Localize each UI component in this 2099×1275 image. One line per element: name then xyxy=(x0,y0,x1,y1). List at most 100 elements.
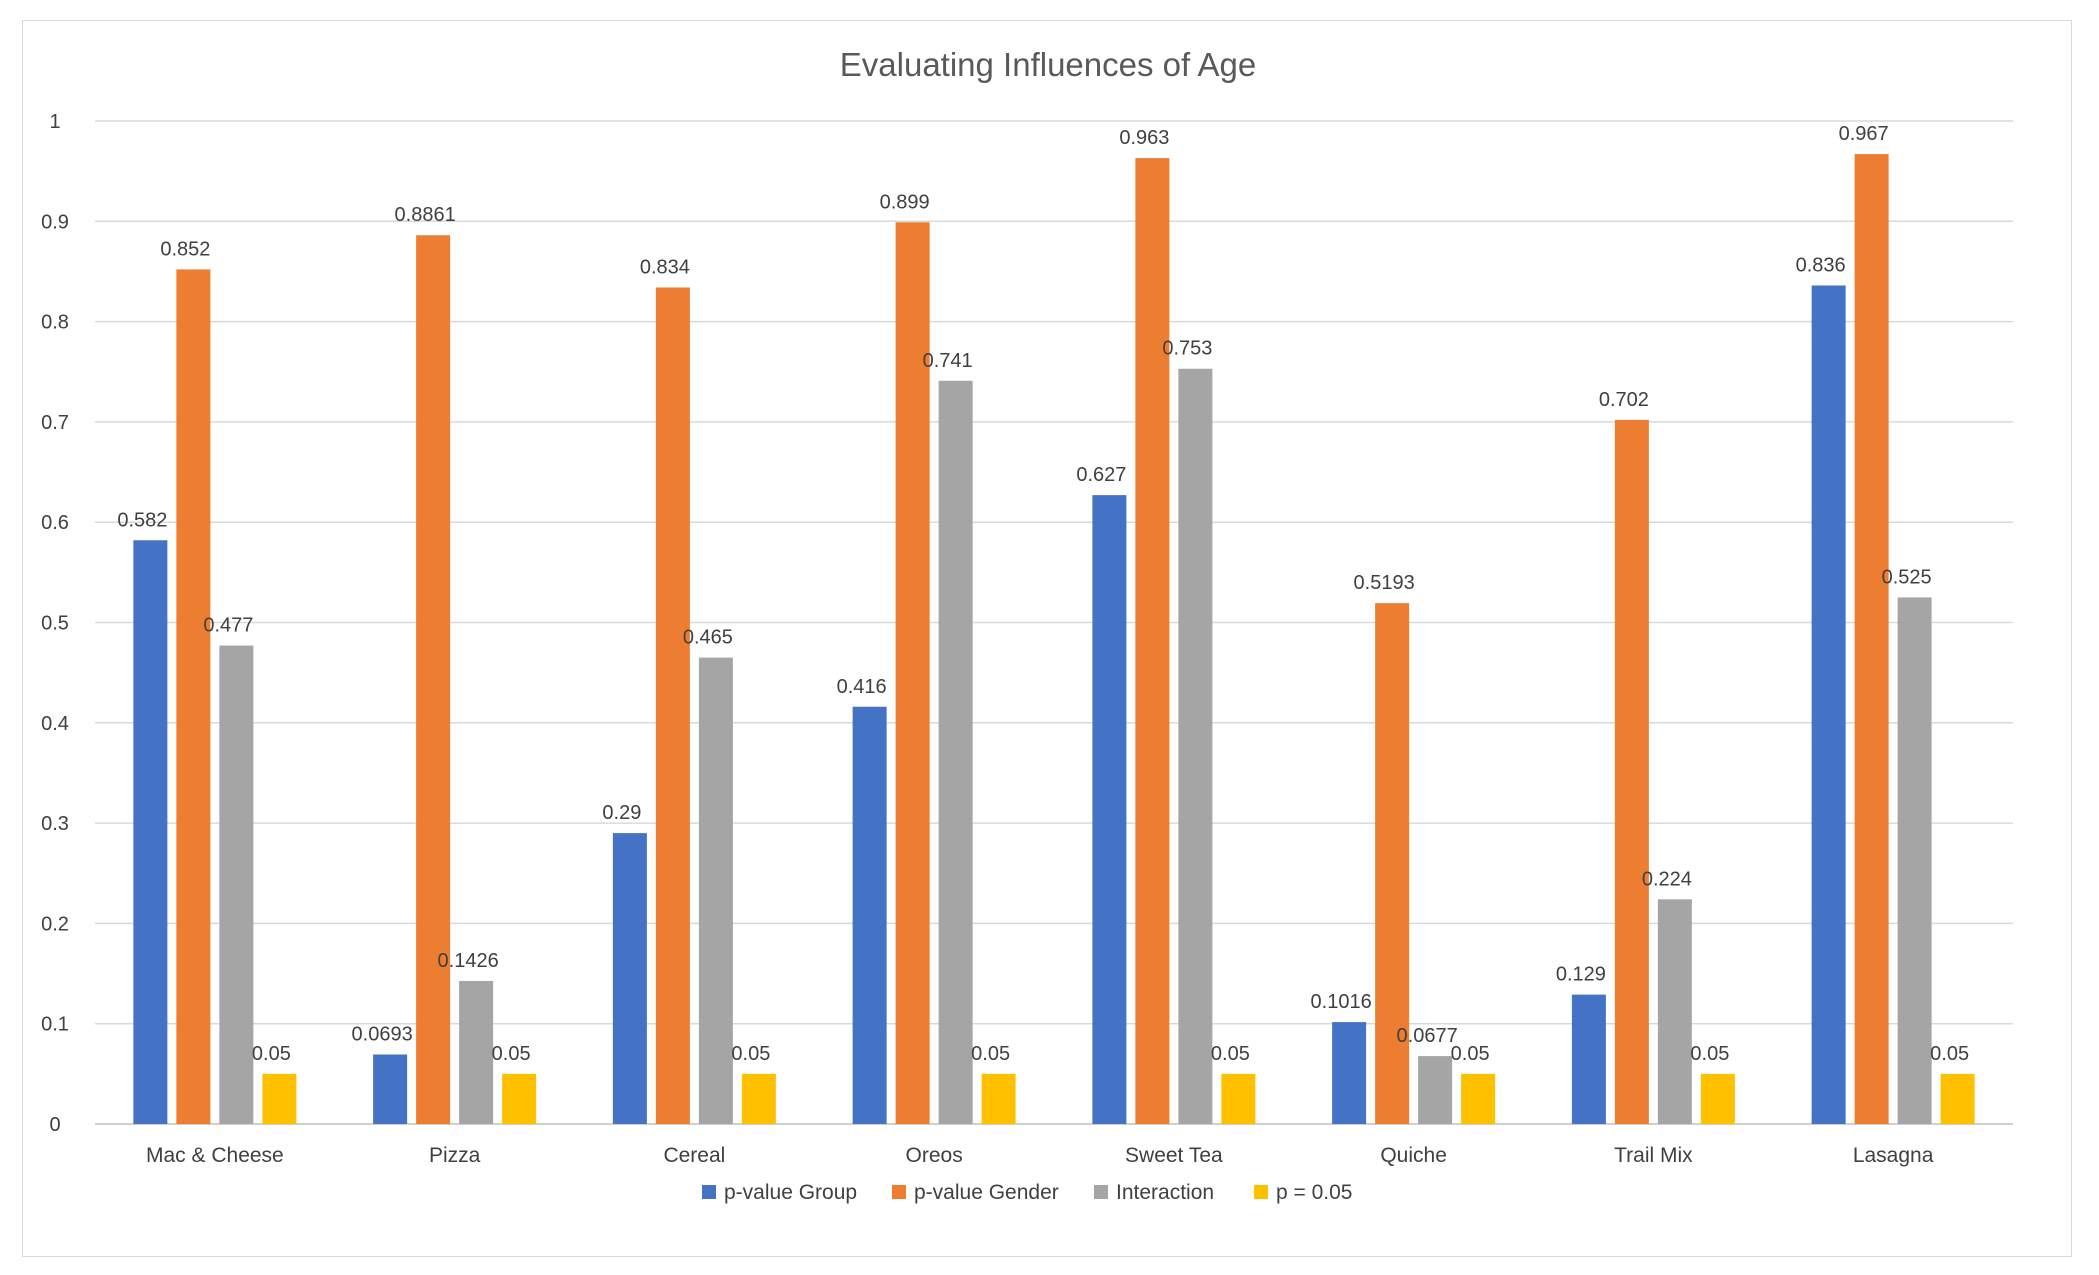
legend-swatch xyxy=(1094,1185,1108,1199)
bar xyxy=(895,222,930,1125)
category-label: Sweet Tea xyxy=(1125,1144,1223,1167)
bar xyxy=(1178,368,1213,1125)
bar xyxy=(612,833,647,1124)
bar xyxy=(1657,899,1692,1124)
bar xyxy=(133,540,168,1124)
legend: p-value Group p-value Gender Interaction p … xyxy=(702,1181,1352,1204)
bar xyxy=(1092,495,1127,1124)
bar xyxy=(1221,1073,1256,1124)
y-tick-label: 1 xyxy=(49,111,60,133)
bar xyxy=(698,657,733,1124)
data-label: 0.129 xyxy=(1556,964,1606,986)
data-label: 0.465 xyxy=(683,627,733,649)
data-label: 0.05 xyxy=(492,1043,531,1065)
category-label: Mac & Cheese xyxy=(146,1144,284,1167)
data-labels: 0.582 0.852 0.477 0.05 0.0693 0.8861 0.1426 0.0… xyxy=(117,123,1969,1065)
bar xyxy=(1571,994,1606,1124)
category-label: Oreos xyxy=(906,1144,963,1167)
data-label: 0.05 xyxy=(1930,1043,1969,1065)
bar xyxy=(981,1073,1016,1124)
bar xyxy=(459,980,494,1124)
category-label: Cereal xyxy=(663,1144,725,1167)
y-tick-label: 0.6 xyxy=(41,512,69,534)
data-label: 0.0677 xyxy=(1397,1025,1458,1047)
y-tick-label: 0.9 xyxy=(41,211,69,233)
bar xyxy=(502,1073,537,1124)
legend-swatch xyxy=(1254,1185,1268,1199)
category-label: Pizza xyxy=(429,1144,481,1167)
data-label: 0.1426 xyxy=(438,950,499,972)
bar xyxy=(1135,158,1170,1125)
legend-label: p = 0.05 xyxy=(1276,1181,1352,1204)
bar xyxy=(938,380,973,1125)
bar xyxy=(219,645,254,1124)
data-label: 0.05 xyxy=(971,1043,1010,1065)
y-axis-ticks: 0 0.1 0.2 0.3 0.4 0.5 0.6 0.7 0.8 0.9 1 xyxy=(41,111,69,1136)
data-label: 0.967 xyxy=(1839,123,1889,145)
y-tick-label: 0.4 xyxy=(41,713,69,735)
gridlines xyxy=(95,120,2013,1125)
bar xyxy=(373,1054,408,1124)
data-label: 0.05 xyxy=(252,1043,291,1065)
data-label: 0.05 xyxy=(1690,1043,1729,1065)
data-label: 0.852 xyxy=(160,238,210,260)
data-label: 0.416 xyxy=(837,676,887,698)
bar xyxy=(1700,1073,1735,1124)
data-label: 0.05 xyxy=(731,1043,770,1065)
bar xyxy=(176,269,211,1125)
chart-title: Evaluating Influences of Age xyxy=(840,46,1256,83)
x-axis-categories: Mac & Cheese Pizza Cereal Oreos Sweet Tea Qui… xyxy=(146,1144,1934,1167)
y-tick-label: 0.5 xyxy=(41,613,69,635)
chart-frame: Evaluating Influences of Age 0 0.1 0.2 0.3 0… xyxy=(22,20,2072,1257)
y-tick-label: 0.2 xyxy=(41,913,69,935)
data-label: 0.582 xyxy=(117,509,167,531)
data-label: 0.05 xyxy=(1451,1043,1490,1065)
data-label: 0.0693 xyxy=(352,1023,413,1045)
data-label: 0.525 xyxy=(1882,566,1932,588)
category-label: Lasagna xyxy=(1853,1144,1934,1167)
data-label: 0.741 xyxy=(923,350,973,372)
y-tick-label: 0.8 xyxy=(41,312,69,334)
bar xyxy=(262,1073,297,1124)
bar-chart: Evaluating Influences of Age 00.10.20.30… xyxy=(41,46,2013,1204)
data-label: 0.627 xyxy=(1076,464,1126,486)
bar xyxy=(1854,154,1889,1124)
bar xyxy=(1375,603,1410,1124)
data-label: 0.963 xyxy=(1119,127,1169,149)
bar xyxy=(1332,1022,1367,1124)
data-label: 0.8861 xyxy=(395,204,456,226)
bar xyxy=(655,287,690,1124)
bar xyxy=(1940,1073,1975,1124)
data-label: 0.702 xyxy=(1599,389,1649,411)
category-label: Trail Mix xyxy=(1614,1144,1693,1167)
data-label: 0.1016 xyxy=(1311,991,1372,1013)
data-label: 0.29 xyxy=(602,802,641,824)
y-tick-label: 0.1 xyxy=(41,1014,69,1036)
data-label: 0.477 xyxy=(203,615,253,637)
bar xyxy=(1811,285,1846,1124)
legend-label: p-value Group xyxy=(724,1181,857,1204)
bars xyxy=(133,154,1975,1125)
legend-swatch xyxy=(892,1185,906,1199)
bar xyxy=(1418,1056,1453,1124)
bar xyxy=(1897,597,1932,1124)
y-tick-label: 0 xyxy=(49,1114,60,1136)
y-tick-label: 0.7 xyxy=(41,412,69,434)
legend-label: p-value Gender xyxy=(914,1181,1059,1204)
bar xyxy=(416,235,451,1124)
data-label: 0.834 xyxy=(640,256,690,278)
category-label: Quiche xyxy=(1380,1144,1447,1167)
data-label: 0.836 xyxy=(1796,254,1846,276)
legend-swatch xyxy=(702,1185,716,1199)
legend-label: Interaction xyxy=(1116,1181,1214,1204)
bar xyxy=(741,1073,776,1124)
bar xyxy=(1614,419,1649,1124)
data-label: 0.05 xyxy=(1211,1043,1250,1065)
y-tick-label: 0.3 xyxy=(41,813,69,835)
data-label: 0.899 xyxy=(880,191,930,213)
data-label: 0.5193 xyxy=(1354,572,1415,594)
data-label: 0.753 xyxy=(1162,338,1212,360)
data-label: 0.224 xyxy=(1642,868,1692,890)
bar xyxy=(1461,1073,1496,1124)
bar xyxy=(852,706,887,1124)
